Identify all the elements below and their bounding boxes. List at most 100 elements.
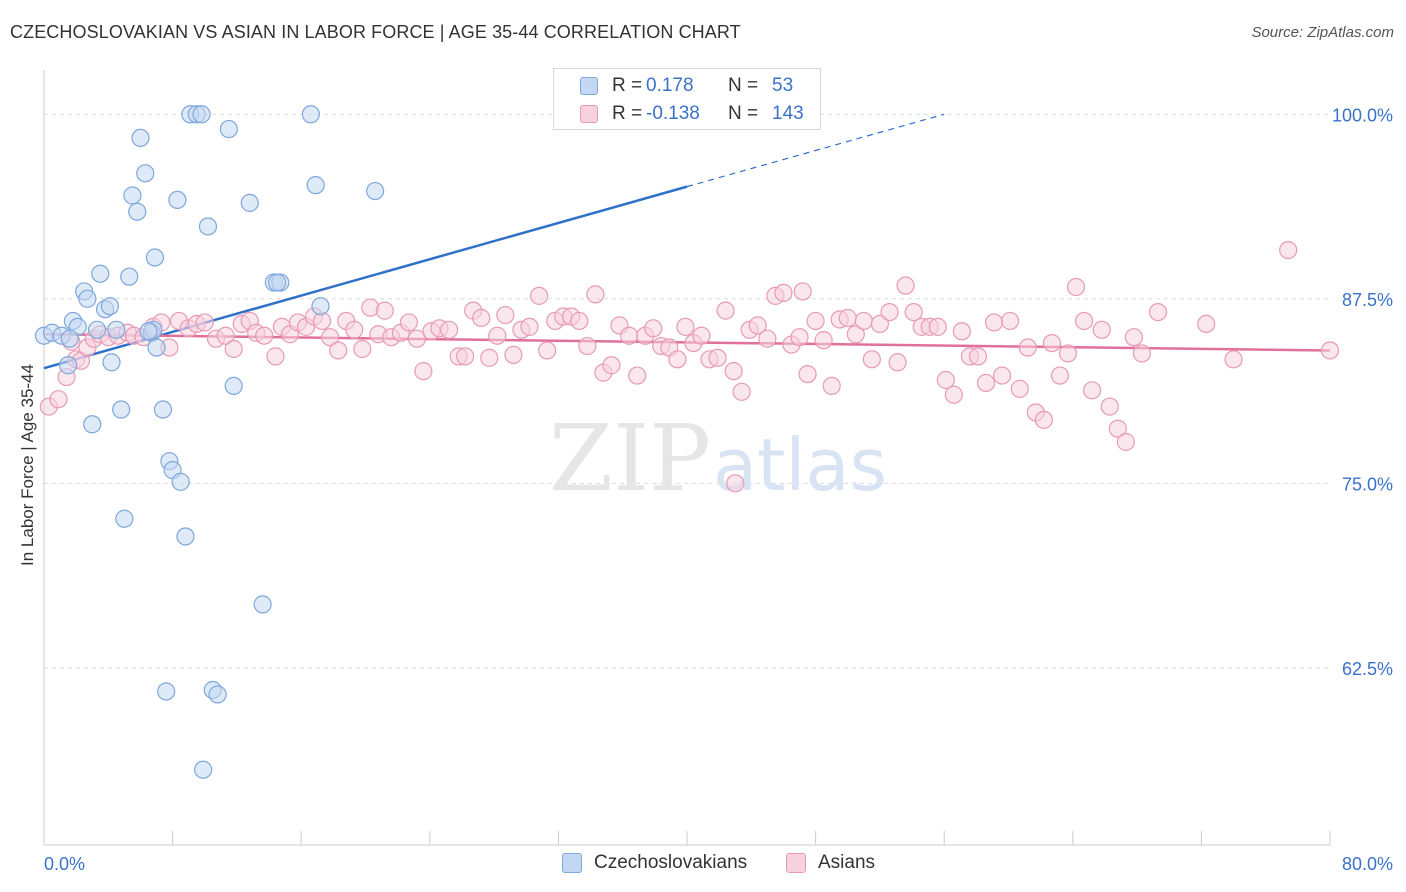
data-point (1148, 302, 1168, 322)
data-point (992, 366, 1012, 385)
data-point (224, 376, 243, 396)
stats-legend: R = 0.178 N = 53 R = -0.138 N = 143 (553, 68, 821, 130)
data-point (1034, 410, 1053, 429)
data-point (854, 311, 873, 331)
watermark-atlas: atlas (713, 423, 887, 507)
data-point (366, 181, 385, 201)
data-point (530, 286, 549, 305)
data-point (798, 364, 817, 384)
data-point (311, 297, 330, 316)
data-point (59, 356, 78, 375)
data-point (790, 328, 809, 347)
data-point (83, 415, 102, 434)
data-point (1092, 320, 1111, 339)
y-tick-label: 100.0% (1332, 105, 1393, 125)
data-point (838, 308, 857, 328)
data-point (115, 509, 134, 528)
series-label-asians: Asians (818, 852, 876, 873)
data-point (952, 322, 971, 341)
data-point (774, 283, 793, 303)
points-czechoslovakians (34, 105, 385, 779)
data-point (301, 105, 320, 124)
data-point (171, 472, 190, 491)
source-label: Source: ZipAtlas.com (1251, 24, 1394, 41)
watermark-zip: ZIP (549, 405, 711, 512)
data-point (176, 527, 195, 546)
data-point (968, 347, 988, 366)
data-point (880, 302, 899, 322)
data-point (1042, 333, 1062, 353)
legend-r-value: -0.138 (646, 103, 700, 124)
legend-r-label: R = (612, 75, 643, 96)
data-point (716, 301, 735, 320)
data-point (984, 313, 1004, 332)
legend-swatch-pink (580, 105, 598, 123)
data-point (944, 385, 963, 404)
data-point (128, 202, 147, 221)
data-point (676, 317, 695, 336)
data-point (266, 347, 285, 366)
x-tick-label: 80.0% (1342, 854, 1393, 874)
data-point (399, 313, 419, 332)
data-point (862, 350, 881, 369)
data-point (147, 338, 166, 357)
data-point (1010, 379, 1029, 398)
data-point (195, 313, 214, 332)
data-point (345, 320, 364, 339)
data-point (793, 282, 812, 301)
data-point (198, 217, 218, 236)
data-point (1320, 341, 1340, 360)
data-point (814, 331, 833, 350)
data-point (107, 320, 126, 339)
data-point (112, 400, 131, 419)
data-point (91, 264, 110, 283)
data-point (375, 301, 394, 320)
data-point (1108, 419, 1127, 438)
data-point (255, 326, 274, 345)
data-point (732, 382, 751, 401)
data-point (896, 276, 915, 295)
data-point (1018, 338, 1037, 357)
data-point (748, 316, 767, 335)
data-point (692, 326, 711, 345)
data-point (888, 353, 907, 372)
data-point (472, 308, 491, 328)
data-point (192, 105, 211, 124)
y-axis-label: In Labor Force | Age 35-44 (18, 364, 37, 566)
data-point (1082, 381, 1102, 400)
data-point (49, 390, 68, 409)
data-point (78, 289, 97, 308)
data-point (120, 267, 139, 286)
data-point (456, 347, 475, 366)
data-point (60, 329, 79, 348)
data-point (168, 190, 187, 210)
x-tick-label: 0.0% (44, 854, 85, 874)
data-point (100, 297, 120, 316)
data-point (87, 320, 107, 339)
data-point (216, 326, 235, 345)
data-point (504, 345, 523, 365)
data-point (240, 193, 259, 212)
data-point (708, 348, 727, 367)
data-point (570, 311, 589, 331)
legend-n-value: 143 (772, 103, 804, 124)
data-point (1074, 311, 1094, 331)
data-point (806, 311, 825, 331)
data-point (496, 305, 515, 325)
legend-n-value: 53 (772, 75, 794, 96)
data-point (1066, 277, 1086, 297)
data-point (846, 325, 865, 344)
data-point (1279, 240, 1298, 260)
data-point (306, 176, 325, 195)
legend-r-value: 0.178 (646, 75, 694, 96)
data-point (407, 329, 427, 348)
legend-swatch-blue (580, 77, 598, 95)
tick-labels: 100.0% 87.5% 75.0% 62.5% 0.0% 80.0% (44, 105, 1393, 874)
data-point (904, 302, 923, 322)
data-point (253, 595, 272, 614)
data-point (620, 326, 639, 345)
data-point (928, 317, 947, 336)
data-point (157, 682, 176, 701)
data-point (936, 370, 955, 390)
